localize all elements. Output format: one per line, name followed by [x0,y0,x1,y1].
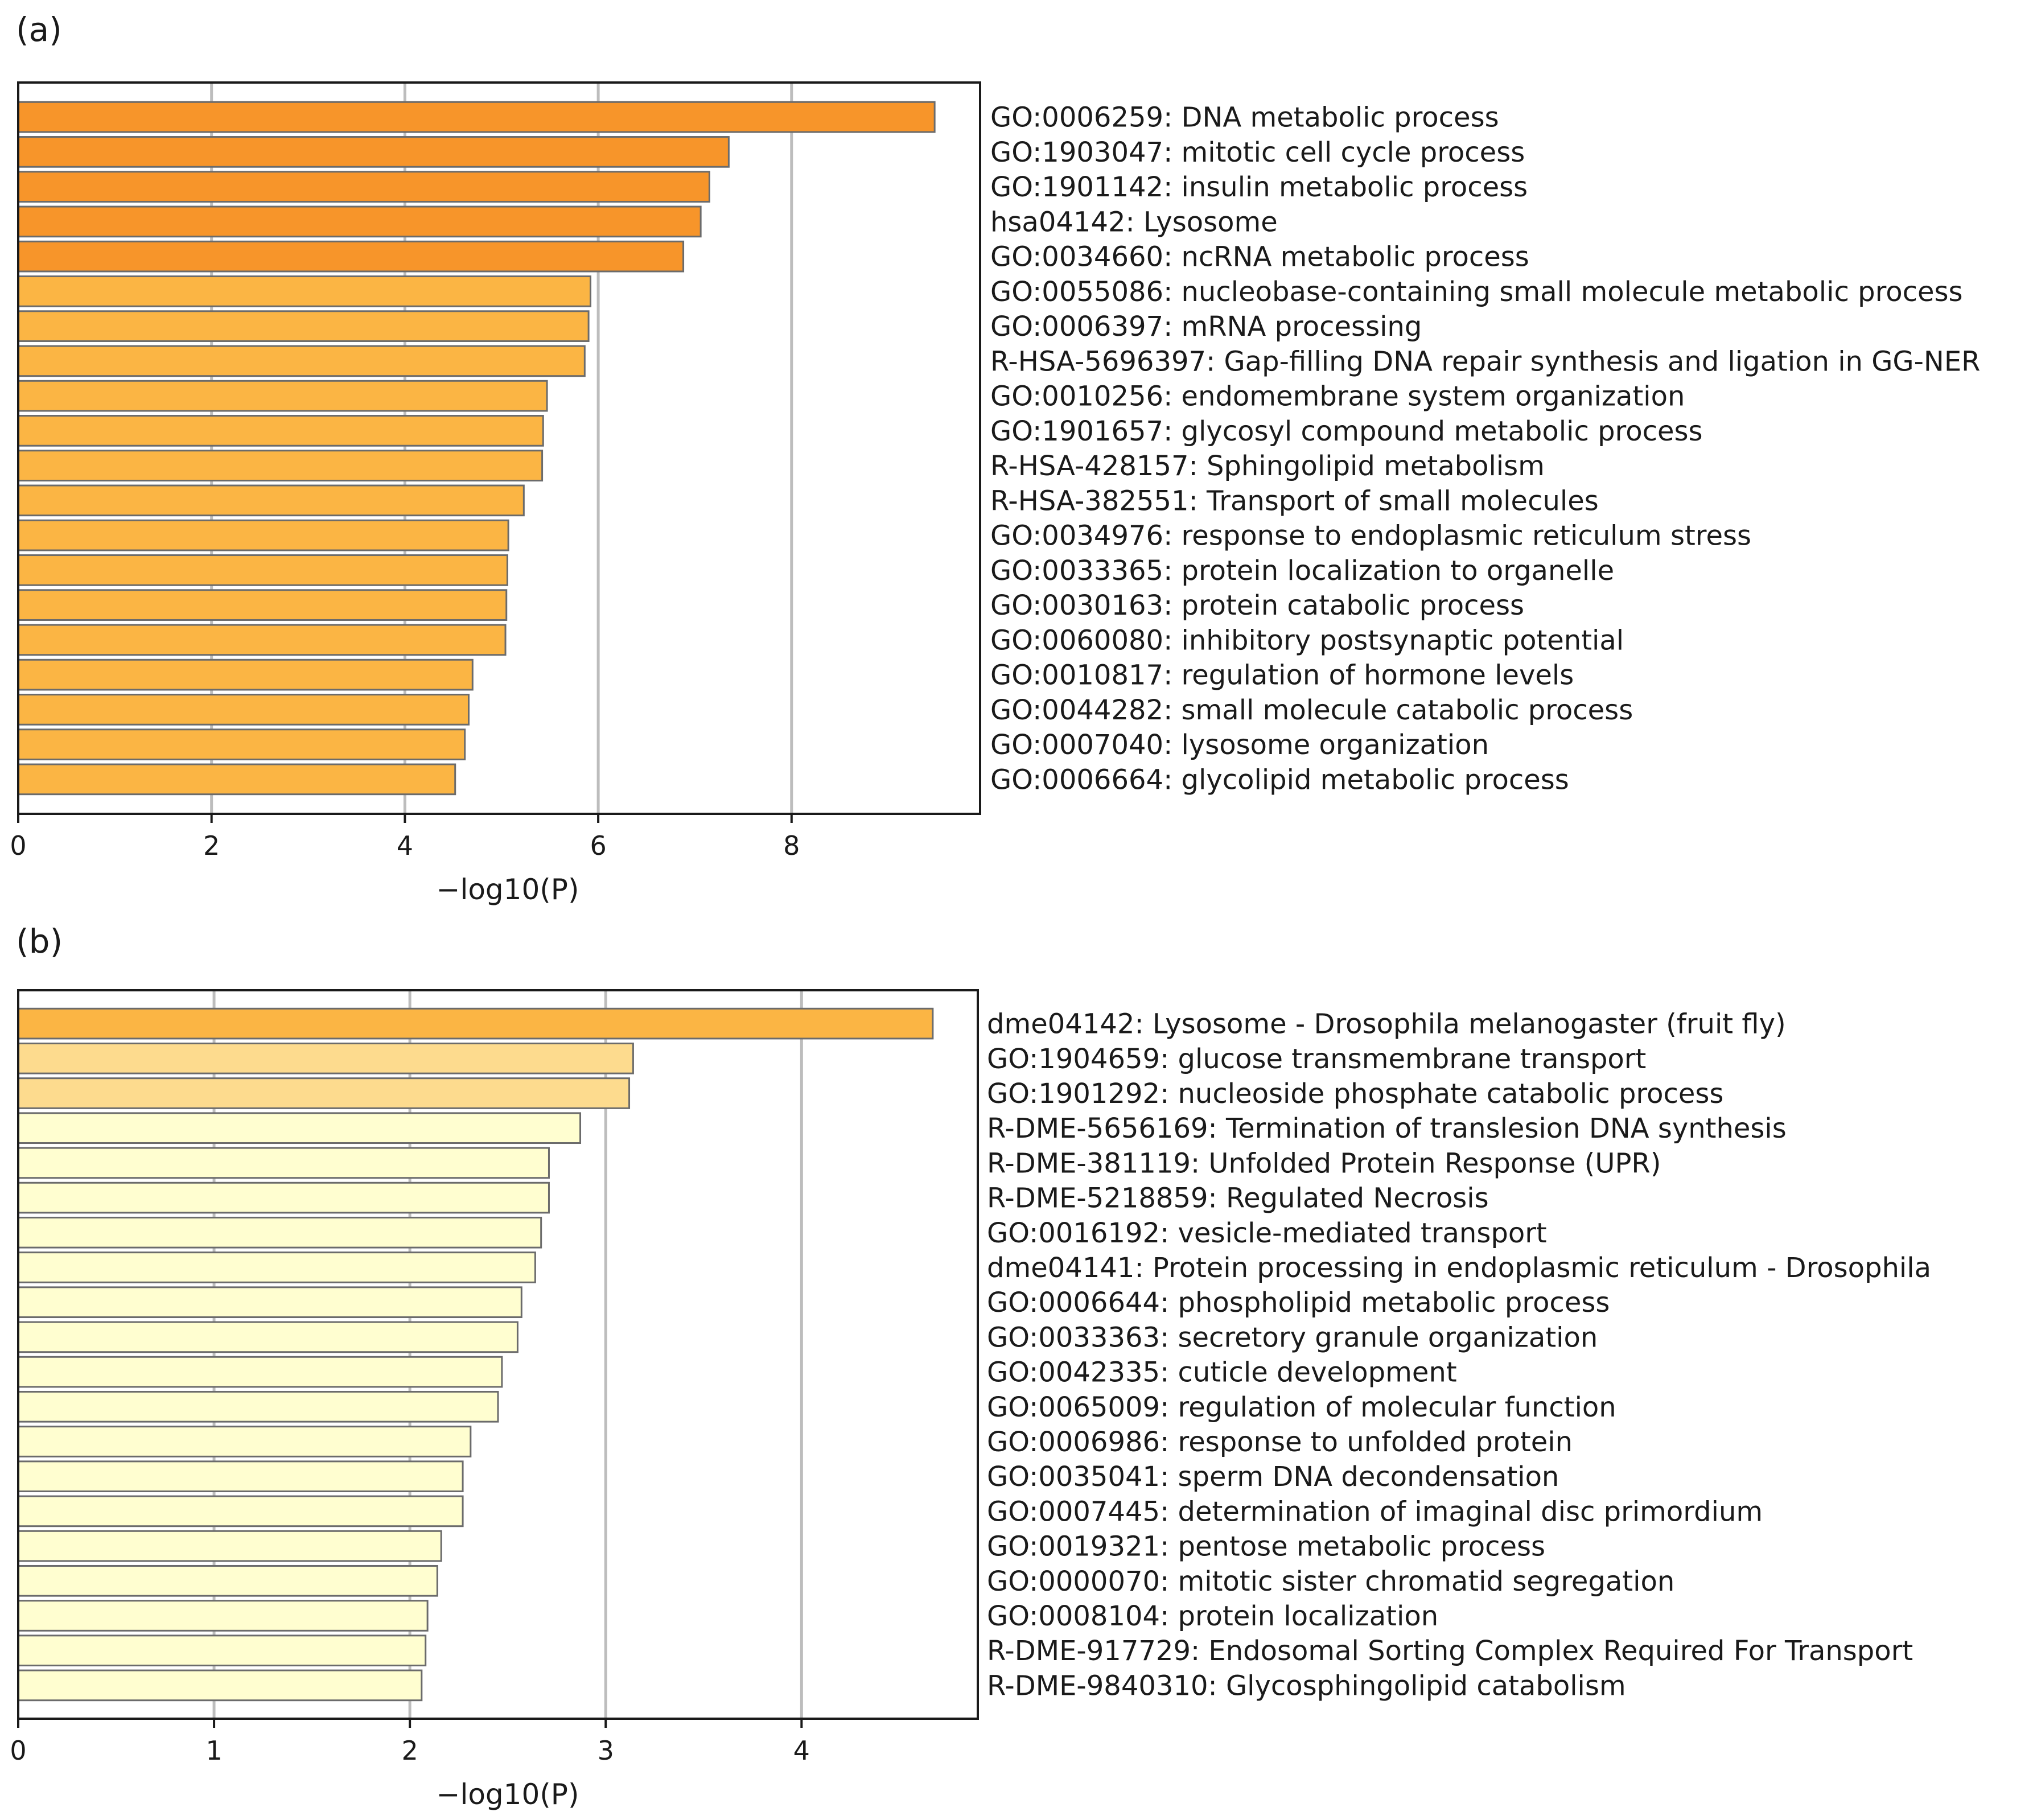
bar [17,1216,542,1249]
bar [17,136,730,168]
bar [17,380,548,412]
bar [17,101,936,133]
term-label: R-DME-9840310: Glycosphingolipid catabol… [987,1670,1626,1702]
term-label: GO:0006664: glycolipid metabolic process [990,764,1569,796]
bar [17,1530,442,1562]
term-label: R-HSA-428157: Sphingolipid metabolism [990,450,1545,482]
term-label: GO:0006986: response to unfolded protein [987,1426,1573,1458]
bar [17,484,525,517]
x-tick-label: 6 [590,830,606,861]
bar [17,554,508,586]
term-label: GO:0006259: DNA metabolic process [990,102,1499,134]
x-tick-label: 4 [397,830,413,861]
term-label: GO:0008104: protein localization [987,1600,1438,1632]
bar [17,240,685,273]
panel-a-label: (a) [16,10,62,49]
term-label: GO:0007040: lysosome organization [990,729,1489,761]
bar [17,1321,518,1353]
bar [17,1495,464,1527]
x-tick-label: 8 [783,830,800,861]
term-label: dme04141: Protein processing in endoplas… [987,1252,1931,1284]
x-tick-label: 1 [205,1735,222,1766]
term-label: GO:1901292: nucleoside phosphate catabol… [987,1078,1723,1110]
bar [17,1112,582,1144]
bar [17,1426,472,1457]
term-label: GO:0019321: pentose metabolic process [987,1531,1545,1563]
term-label: GO:1901657: glycosyl compound metabolic … [990,415,1703,447]
term-label: R-HSA-5696397: Gap-filling DNA repair sy… [990,345,1981,377]
bar [17,658,474,691]
bar [17,171,710,203]
bar [17,275,592,307]
term-label: GO:0033363: secretory granule organizati… [987,1321,1598,1353]
term-label: GO:0055086: nucleobase-containing small … [990,276,1963,308]
x-tick-label: 0 [10,830,26,861]
term-label: GO:0035041: sperm DNA decondensation [987,1461,1559,1493]
axes-frame [17,81,981,815]
x-tick-label: 4 [793,1735,810,1766]
term-label: GO:0010256: endomembrane system organiza… [990,381,1685,413]
term-label: dme04142: Lysosome - Drosophila melanoga… [987,1008,1786,1040]
bar [17,1600,429,1632]
term-label: GO:0065009: regulation of molecular func… [987,1391,1616,1423]
term-label: R-DME-5218859: Regulated Necrosis [987,1183,1489,1214]
term-label: GO:0000070: mitotic sister chromatid seg… [987,1566,1674,1597]
bar [17,763,456,796]
x-tick-label: 2 [203,830,220,861]
bar [17,1634,427,1667]
bar [17,589,508,621]
x-tick-label: 3 [598,1735,614,1766]
bar [17,345,586,377]
term-label: GO:0016192: vesicle-mediated transport [987,1217,1547,1249]
bar [17,1251,536,1283]
term-label: GO:0034976: response to endoplasmic reti… [990,520,1751,552]
bar [17,728,466,760]
bar [17,310,590,342]
bar [17,1007,934,1040]
bar [17,1564,438,1597]
bar [17,205,702,238]
term-label: GO:1901142: insulin metabolic process [990,171,1528,203]
bar [17,415,544,447]
term-label: R-DME-381119: Unfolded Protein Response … [987,1147,1661,1179]
bar [17,1181,550,1214]
term-label: GO:0034660: ncRNA metabolic process [990,241,1529,273]
term-label: R-DME-917729: Endosomal Sorting Complex … [987,1635,1913,1667]
bar [17,519,509,551]
term-label: GO:0007445: determination of imaginal di… [987,1496,1763,1527]
panel-b-label: (b) [16,922,63,961]
bar [17,1077,631,1109]
term-label: GO:1904659: glucose transmembrane transp… [987,1043,1646,1075]
bar [17,450,544,481]
axes-frame [17,989,979,1720]
bar [17,1356,503,1388]
chart-a: GO:0006259: DNA metabolic processGO:1903… [10,81,1981,906]
term-label: GO:0010817: regulation of hormone levels [990,660,1574,691]
bar [17,1460,464,1493]
term-label: GO:0006644: phospholipid metabolic proce… [987,1287,1610,1319]
term-label: hsa04142: Lysosome [990,206,1278,238]
term-label: GO:0044282: small molecule catabolic pro… [990,694,1633,726]
term-label: GO:0060080: inhibitory postsynaptic pote… [990,624,1624,656]
chart-b: dme04142: Lysosome - Drosophila melanoga… [10,989,1931,1811]
term-label: R-HSA-382551: Transport of small molecul… [990,485,1599,517]
bar [17,1286,522,1319]
term-label: R-DME-5656169: Termination of translesio… [987,1113,1787,1144]
bar [17,1669,423,1702]
x-axis-label: −log10(P) [437,1778,579,1811]
bar [17,1042,634,1074]
x-tick-label: 0 [10,1735,26,1766]
term-label: GO:0030163: protein catabolic process [990,590,1524,621]
term-label: GO:0006397: mRNA processing [990,311,1422,343]
bar [17,1390,499,1423]
term-label: GO:0033365: protein localization to orga… [990,555,1614,587]
term-label: GO:0042335: cuticle development [987,1357,1457,1389]
bar [17,694,470,726]
x-tick-label: 2 [402,1735,418,1766]
x-axis-label: −log10(P) [437,873,579,906]
bar [17,1147,550,1179]
term-label: GO:1903047: mitotic cell cycle process [990,137,1525,168]
bar [17,624,507,656]
